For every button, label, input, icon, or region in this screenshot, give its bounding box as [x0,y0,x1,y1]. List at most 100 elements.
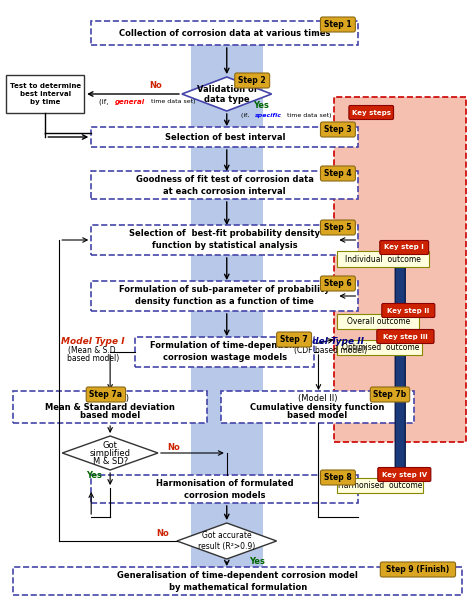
Text: by mathematical formulation: by mathematical formulation [169,583,307,592]
Polygon shape [177,523,277,559]
Text: corrosion wastage models: corrosion wastage models [163,352,287,362]
FancyBboxPatch shape [337,478,423,493]
FancyBboxPatch shape [320,17,356,32]
Text: Formulation of sub-parameter of probability: Formulation of sub-parameter of probabil… [119,285,330,294]
Text: Step 6: Step 6 [324,279,352,288]
Text: Validation of: Validation of [197,85,257,94]
Text: (CDF based model): (CDF based model) [294,346,367,355]
Text: Model Type II: Model Type II [297,337,364,346]
Text: best interval: best interval [20,91,71,97]
FancyBboxPatch shape [91,171,358,199]
Text: Yes: Yes [249,556,264,565]
Text: Step 4: Step 4 [324,169,352,178]
FancyBboxPatch shape [370,387,410,402]
Text: Step 7a: Step 7a [90,390,122,399]
FancyBboxPatch shape [380,562,456,577]
FancyBboxPatch shape [378,467,431,482]
Text: (Mean & S.D.: (Mean & S.D. [68,346,118,355]
Text: Optimised  outcome: Optimised outcome [342,343,419,352]
FancyBboxPatch shape [382,303,435,318]
Text: function by statistical analysis: function by statistical analysis [152,241,298,250]
Text: Step 8: Step 8 [324,473,352,482]
Text: Step 1: Step 1 [324,20,352,29]
Text: Got accurate: Got accurate [202,531,252,540]
Text: Key step I: Key step I [384,245,424,251]
Text: Step 9 (Finish): Step 9 (Finish) [386,565,449,574]
Text: by time: by time [30,99,61,105]
FancyBboxPatch shape [7,75,84,113]
Text: Harmonised  outcome: Harmonised outcome [338,481,422,490]
FancyBboxPatch shape [221,391,414,423]
FancyBboxPatch shape [377,330,434,343]
Polygon shape [62,436,158,470]
FancyBboxPatch shape [320,122,356,137]
Text: No: No [156,528,169,537]
Text: No: No [150,82,163,91]
FancyBboxPatch shape [191,42,263,572]
Text: (if,: (if, [99,99,111,105]
Text: result (R²>0.9): result (R²>0.9) [198,541,255,550]
Text: based model): based model) [67,353,119,362]
Text: Collection of corrosion data at various times: Collection of corrosion data at various … [119,29,330,38]
FancyBboxPatch shape [91,475,358,503]
Text: corrosion models: corrosion models [184,491,265,500]
Text: (Model II): (Model II) [298,393,337,402]
Text: Test to determine: Test to determine [10,83,81,89]
Text: data type: data type [204,94,250,103]
FancyBboxPatch shape [91,21,358,45]
FancyBboxPatch shape [277,332,311,347]
Text: No: No [167,442,180,451]
FancyBboxPatch shape [380,241,428,254]
Text: time data set): time data set) [149,100,195,104]
Text: Overall outcome: Overall outcome [346,316,410,325]
FancyBboxPatch shape [91,225,358,255]
Text: Cumulative density function: Cumulative density function [250,402,385,411]
FancyBboxPatch shape [91,281,358,311]
Text: M & SD?: M & SD? [92,457,128,466]
FancyBboxPatch shape [235,73,270,88]
Text: at each corrosion interval: at each corrosion interval [164,186,286,195]
FancyBboxPatch shape [320,166,356,181]
Text: Step 2: Step 2 [238,76,266,85]
FancyBboxPatch shape [13,567,462,595]
Text: Individual  outcome: Individual outcome [346,254,421,263]
Text: Key step IV: Key step IV [382,472,427,478]
Text: Mean & Standard deviation: Mean & Standard deviation [45,402,175,411]
Text: Generalisation of time-dependent corrosion model: Generalisation of time-dependent corrosi… [117,571,358,580]
Text: based model: based model [80,411,140,420]
FancyBboxPatch shape [337,251,429,267]
Text: Step 7b: Step 7b [374,390,407,399]
Text: Got: Got [103,442,118,451]
Text: Key step II: Key step II [387,307,429,313]
FancyArrow shape [390,267,410,483]
FancyBboxPatch shape [86,387,126,402]
FancyBboxPatch shape [91,127,358,147]
FancyBboxPatch shape [337,314,419,329]
Text: Model Type I: Model Type I [61,337,125,346]
Text: density function as a function of time: density function as a function of time [136,297,314,306]
Text: Harmonisation of formulated: Harmonisation of formulated [156,479,293,488]
FancyBboxPatch shape [320,220,356,235]
Text: based model: based model [287,411,347,420]
Text: Step 7: Step 7 [280,335,308,344]
Text: general: general [115,99,145,105]
FancyBboxPatch shape [349,106,393,119]
Text: Selection of best interval: Selection of best interval [164,133,285,141]
FancyBboxPatch shape [320,276,356,291]
FancyBboxPatch shape [135,337,314,367]
FancyBboxPatch shape [337,340,422,355]
Text: Selection of  best-fit probability density: Selection of best-fit probability densit… [129,229,320,238]
Text: Key steps: Key steps [352,109,391,115]
Text: simplified: simplified [90,448,131,457]
Polygon shape [182,77,272,111]
FancyBboxPatch shape [335,97,466,442]
Text: Formulation of time-dependent: Formulation of time-dependent [150,340,300,349]
Text: specific: specific [255,112,282,118]
Text: Yes: Yes [86,470,102,479]
Text: Step 3: Step 3 [324,125,352,134]
Text: (if,: (if, [241,112,251,118]
Text: Key step III: Key step III [383,334,428,340]
Text: time data set): time data set) [284,112,331,118]
Text: Step 5: Step 5 [324,223,352,232]
Text: (Model I): (Model I) [91,393,128,402]
